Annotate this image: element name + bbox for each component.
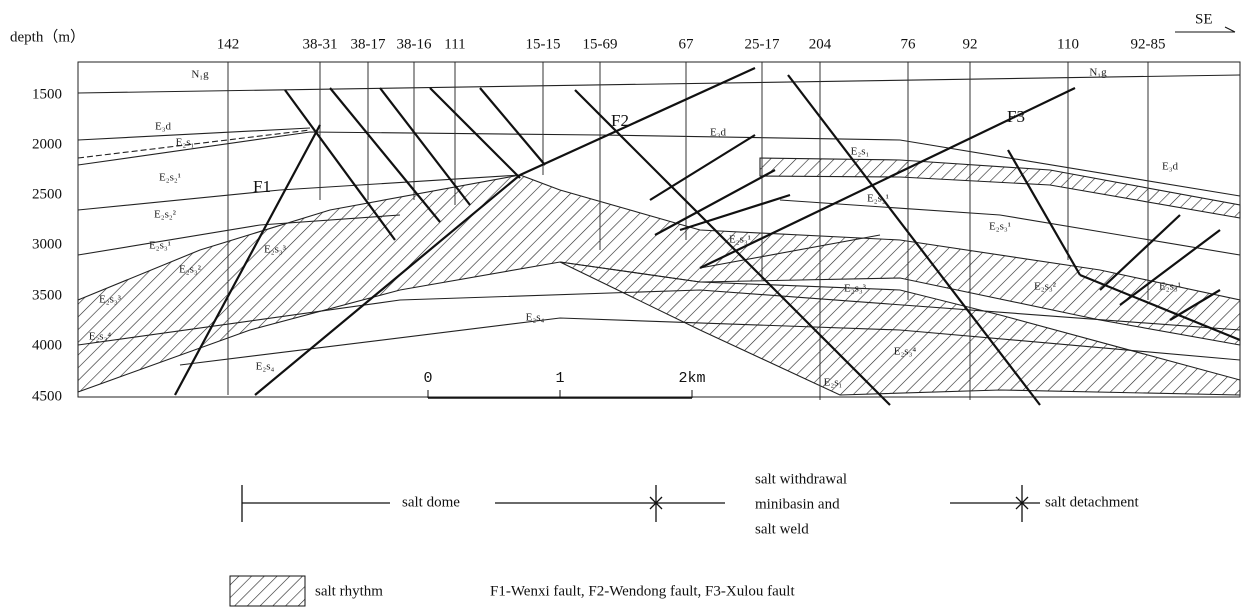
well-label: 38-16 (397, 36, 432, 52)
formation-label: E₂s₃³ (844, 283, 867, 295)
formation-label: E₃d (710, 127, 727, 139)
stratum-line (77, 174, 521, 211)
stratum-line (699, 234, 881, 269)
depth-tick: 3500 (32, 287, 62, 303)
legend-swatch (229, 575, 306, 607)
fault-label: F2 (611, 111, 629, 130)
fault (574, 89, 891, 406)
stratum-line (77, 74, 1241, 94)
scale-label: 1 (555, 370, 564, 387)
fault (1079, 273, 1241, 342)
formation-label: E₂s₂¹ (867, 193, 889, 205)
formation-label: E₂s₁ (824, 377, 843, 389)
direction: SE (1195, 11, 1213, 27)
well-label: 111 (444, 36, 465, 52)
fault (649, 134, 756, 201)
formation-label: E₂s₃¹ (149, 240, 171, 252)
well-label: 38-31 (303, 36, 338, 52)
well-label: 15-15 (526, 36, 561, 52)
faults (174, 66, 1241, 406)
formation-label: E₂s₃⁴ (894, 346, 917, 358)
well-label: 76 (901, 36, 917, 52)
stratum-line (77, 127, 311, 141)
depth-tick: 4000 (32, 337, 62, 353)
zone: salt dome (402, 494, 460, 510)
formation-label: E₃d (1162, 161, 1179, 173)
well-label: 204 (809, 36, 832, 52)
formation-label: E₂s₃⁴ (89, 331, 112, 343)
fault (1169, 289, 1221, 321)
fault (654, 169, 776, 236)
fault (1007, 149, 1081, 276)
formation-label: E₂s₁ (851, 146, 870, 158)
fault (699, 87, 1076, 269)
formation-label: N₁g (191, 69, 209, 81)
fault (284, 89, 396, 241)
geology (77, 74, 1241, 396)
well-label: 92-85 (1131, 36, 1166, 52)
fault (1099, 214, 1181, 291)
fault (679, 193, 791, 232)
stratum-line (179, 317, 1241, 366)
fault-label: F3 (1007, 107, 1025, 126)
zone-markers (241, 485, 1040, 522)
stratum-line (77, 129, 311, 159)
section-frame (77, 61, 1241, 398)
well-label: 92 (963, 36, 978, 52)
depth-tick: 3000 (32, 236, 62, 252)
direction-arrow-head (1224, 26, 1236, 33)
formation-label: E₂s₃² (179, 264, 202, 276)
formation-label: E₂s₃³ (264, 244, 287, 256)
formation-label: E₂s₃¹ (1159, 281, 1181, 293)
depth-tick: 2500 (32, 186, 62, 202)
well-label: 142 (217, 36, 240, 52)
wells (227, 62, 1149, 400)
formation-label: E₂s₁ (176, 137, 195, 149)
scale-label: 0 (423, 370, 432, 387)
axis-label: depth（m） (10, 28, 85, 45)
well-label: 25-17 (745, 36, 780, 52)
fault (1119, 229, 1221, 306)
fault (787, 74, 1041, 406)
depth-tick: 1500 (32, 86, 62, 102)
formation-label: E₂s₄ (526, 312, 545, 324)
zone: salt weld (755, 521, 809, 537)
zone: salt detachment (1045, 494, 1140, 510)
formation-label: E₂s₂² (154, 209, 177, 221)
fault (379, 87, 471, 206)
formation-label: E₂s₄ (256, 361, 275, 373)
formation-label: N₁g (1089, 67, 1107, 79)
formation-label: E₂s₃¹ (989, 221, 1011, 233)
fault (174, 124, 321, 396)
depth-tick: 2000 (32, 136, 62, 152)
fault (479, 87, 546, 166)
well-label: 67 (679, 36, 695, 52)
well-label: 38-17 (351, 36, 386, 52)
stratum-line (77, 214, 401, 256)
formation-label: E₂s₃¹ (729, 234, 751, 246)
stratum-line (779, 199, 1241, 256)
well-label: 110 (1057, 36, 1079, 52)
formation-label: E₂s₂¹ (159, 172, 181, 184)
well-label: 15-69 (583, 36, 618, 52)
formation-label: E₃d (155, 121, 172, 133)
fault (329, 87, 441, 223)
zone: salt withdrawal (755, 471, 847, 487)
fault-label: F1 (253, 177, 271, 196)
formation-label: E₂s₃² (1034, 281, 1057, 293)
scale-label: 2km (678, 370, 705, 387)
formation-label: E₂s₃³ (99, 294, 122, 306)
depth-tick: 4500 (32, 388, 62, 404)
fault (519, 66, 756, 177)
zone: minibasin and (755, 496, 840, 512)
fault (254, 174, 521, 396)
legend-label: salt rhythm (315, 583, 383, 599)
caption: F1-Wenxi fault, F2-Wendong fault, F3-Xul… (490, 583, 795, 599)
fault (429, 87, 521, 179)
